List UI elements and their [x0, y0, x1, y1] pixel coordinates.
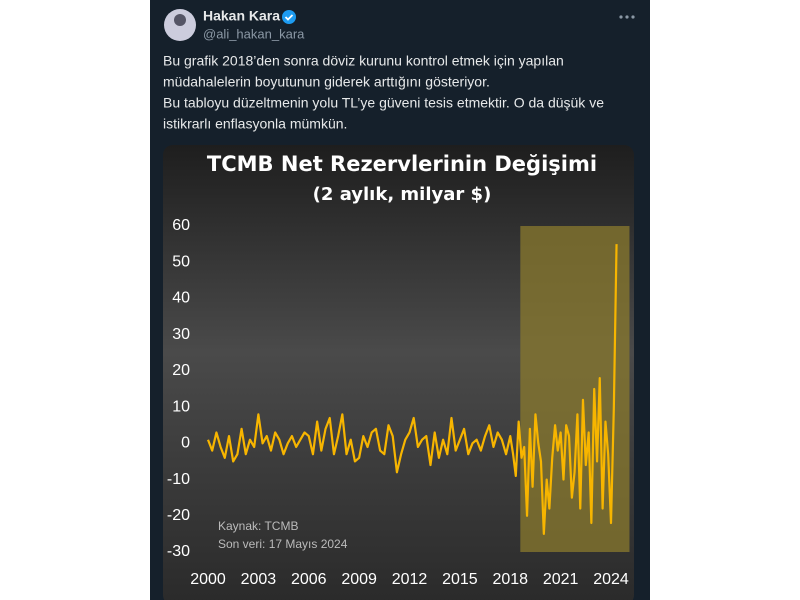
x-tick-label: 2024: [593, 571, 629, 588]
y-tick-label: 50: [172, 253, 190, 270]
y-tick-label: 10: [172, 398, 190, 415]
more-menu[interactable]: [619, 15, 635, 19]
y-tick-label: -30: [167, 543, 190, 560]
plot: -30 -20 -10 0 10 20 30 40 50 60 2000 2003 2006 2009 20…: [167, 217, 630, 588]
x-tick-label: 2015: [442, 571, 478, 588]
chart-background: [163, 145, 634, 600]
y-tick-label: 60: [172, 217, 190, 234]
x-tick-label: 2012: [392, 571, 428, 588]
x-tick-label: 2018: [492, 571, 528, 588]
annotation: Son veri: 17 Mayıs 2024: [218, 537, 348, 551]
tweet-text-line: müdahalelerin boyutunun giderek arttığın…: [163, 74, 490, 90]
data-line: [206, 244, 618, 535]
y-tick-label: -10: [167, 471, 190, 488]
tweet-text-line: istikrarlı enflasyonla mümkün.: [163, 116, 347, 132]
avatar-head: [174, 14, 186, 26]
verified-badge: [282, 10, 296, 24]
chart-subtitle: (2 aylık, milyar $): [313, 184, 492, 205]
chart-image: TCMB Net Rezervlerinin Değişimi (2 aylık…: [163, 145, 634, 600]
handle[interactable]: @ali_hakan_kara: [203, 26, 305, 41]
y-tick-label: 20: [172, 362, 190, 379]
y-tick-label: 40: [172, 290, 190, 307]
tweet-text: Bu grafik 2018’den sonra döviz kurunu ko…: [163, 53, 604, 132]
verified-check: [284, 14, 294, 21]
x-tick-label: 2000: [190, 571, 226, 588]
x-tick-label: 2006: [291, 571, 327, 588]
y-tick-label: 30: [172, 326, 190, 343]
x-tick-label: 2021: [543, 571, 579, 588]
annotation: Kaynak: TCMB: [218, 519, 298, 533]
x-tick-label: 2003: [241, 571, 277, 588]
chart-title: TCMB Net Rezervlerinin Değişimi: [207, 152, 597, 176]
author-name[interactable]: Hakan Kara: [203, 8, 280, 24]
tweet-text-line: Bu tabloyu düzeltmenin yolu TL’ye güveni…: [163, 95, 604, 111]
y-tick-label: 0: [181, 435, 190, 452]
tweet-text-line: Bu grafik 2018’den sonra döviz kurunu ko…: [163, 53, 564, 69]
y-tick-label: -20: [167, 507, 190, 524]
x-tick-label: 2009: [341, 571, 377, 588]
